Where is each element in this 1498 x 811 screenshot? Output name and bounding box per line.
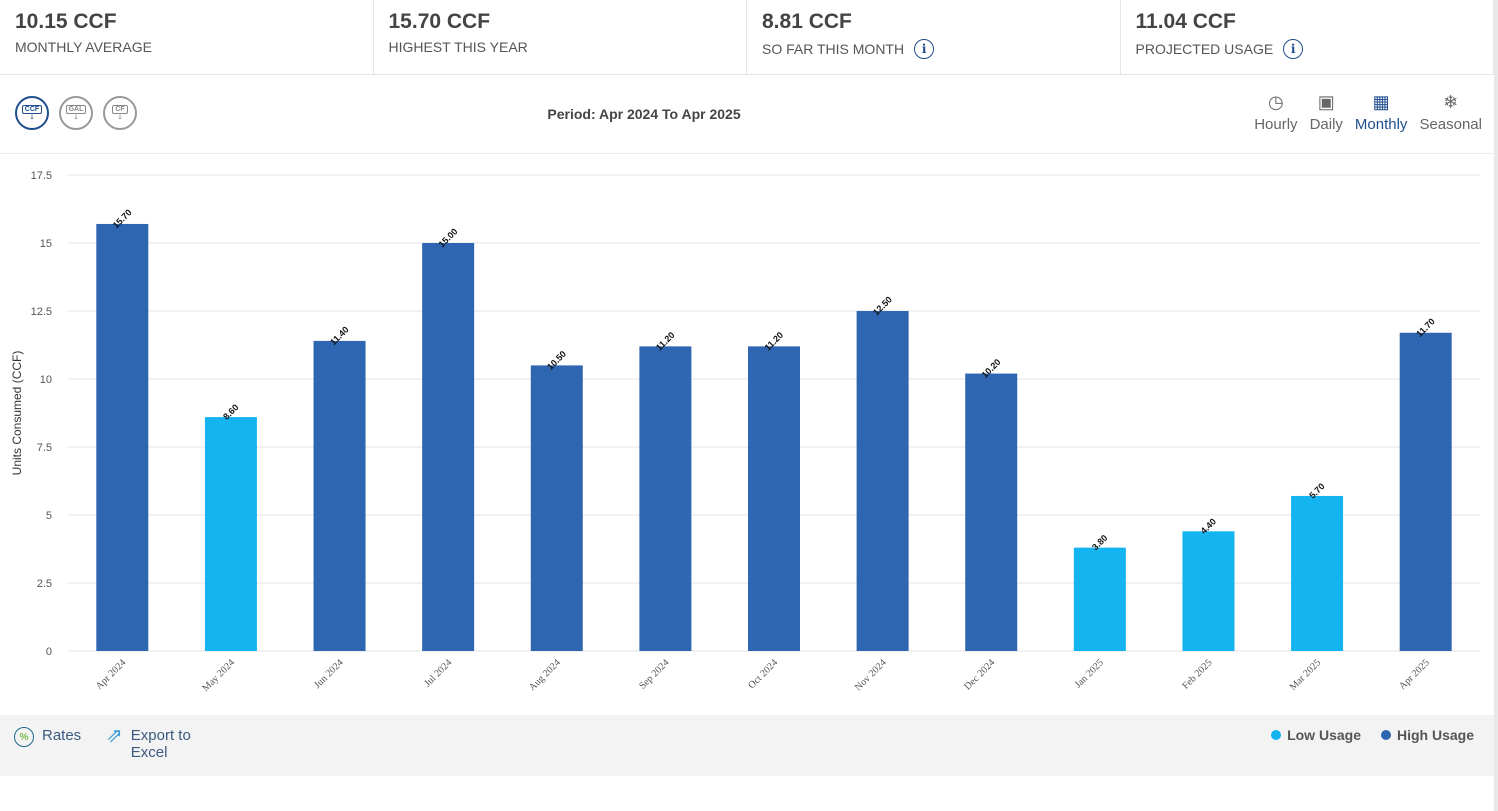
view-hourly[interactable]: ◷ Hourly [1254,92,1297,133]
x-tick-label: Apr 2025 [1397,657,1432,692]
y-tick-label: 5 [46,510,52,522]
summary-stats: 10.15 CCF MONTHLY AVERAGE 15.70 CCF HIGHES… [0,0,1494,75]
y-tick-label: 12.5 [31,306,52,318]
view-seasonal[interactable]: ❄ Seasonal [1419,92,1482,133]
bar[interactable] [1399,332,1452,651]
clock-icon: ◷ [1268,92,1284,112]
x-tick-label: Sep 2024 [637,657,671,691]
legend-high-usage[interactable]: High Usage [1380,727,1474,743]
stat-so-far: 8.81 CCF SO FAR THIS MONTH i [747,0,1121,74]
view-selector: ◷ Hourly ▣ Daily ▦ Monthly ❄ Seasonal [1254,92,1482,133]
view-monthly[interactable]: ▦ Monthly [1355,92,1408,133]
legend-label: High Usage [1396,727,1474,743]
bar[interactable] [856,311,909,651]
legend-marker [1380,730,1391,740]
x-tick-label: Oct 2024 [746,657,780,691]
stat-value: 11.04 CCF [1135,10,1236,33]
bar[interactable] [204,417,257,651]
stat-label: PROJECTED USAGE [1135,41,1274,57]
chart-legend: Low Usage High Usage [1271,727,1474,743]
unit-label: GAL [65,104,87,114]
water-drop-icon: 💧︎ [30,113,34,121]
water-drop-icon: 💧︎ [74,113,78,121]
y-tick-label: 2.5 [37,578,52,590]
x-tick-label: May 2024 [200,657,237,694]
export-icon: ⇗ [106,725,123,747]
bar[interactable] [313,340,366,651]
period-label: Period: Apr 2024 To Apr 2025 [547,106,741,122]
month-calendar-icon: ▦ [1372,92,1390,112]
bar[interactable] [1073,547,1126,651]
bar[interactable] [1182,531,1235,651]
x-tick-label: Apr 2024 [94,657,129,692]
bar[interactable] [422,243,475,651]
legend-marker [1271,730,1282,740]
unit-gal-button[interactable]: GAL 💧︎ [59,96,93,130]
y-tick-label: 7.5 [37,442,52,454]
stat-value: 15.70 CCF [388,10,491,33]
x-tick-label: Jul 2024 [422,657,454,689]
percent-icon: % [14,727,34,747]
unit-cf-button[interactable]: CF 💧︎ [103,96,137,130]
y-tick-label: 0 [46,646,52,658]
water-drop-icon: 💧︎ [118,113,122,121]
bar[interactable] [1291,495,1344,651]
stat-label: SO FAR THIS MONTH [762,41,905,57]
stat-monthly-average: 10.15 CCF MONTHLY AVERAGE [0,0,374,74]
y-axis-title: Units Consumed (CCF) [10,351,24,476]
bar[interactable] [96,223,149,651]
x-tick-label: Jun 2024 [312,657,346,691]
export-label: Export to Excel [130,727,191,761]
legend-low-usage[interactable]: Low Usage [1271,727,1361,743]
stat-label: MONTHLY AVERAGE [15,39,152,55]
x-tick-label: Nov 2024 [853,657,889,693]
usage-bar-chart: 0 2.5 5 7.5 10 12.5 15 17.5 Units Consumed (CCF)… [10,170,1480,694]
x-tick-label: Dec 2024 [962,657,997,692]
bar[interactable] [748,346,800,651]
x-tick-label: Mar 2025 [1288,657,1323,692]
bar[interactable] [530,365,583,651]
day-calendar-icon: ▣ [1317,92,1335,112]
x-tick-label: Jan 2025 [1073,657,1106,690]
x-tick-label: Feb 2025 [1180,657,1214,691]
unit-label: CF [112,104,128,114]
stat-value: 8.81 CCF [762,10,852,33]
info-icon[interactable]: i [1283,39,1304,59]
y-tick-label: 10 [40,374,52,386]
info-icon[interactable]: i [914,39,935,59]
divider [0,153,1494,154]
y-tick-label: 15 [40,238,52,250]
chart-footer: % Rates ⇗ Export to Excel Low Usage High U… [0,715,1494,776]
stat-projected: 11.04 CCF PROJECTED USAGE i [1121,0,1494,74]
scrollbar[interactable] [1494,0,1498,811]
rates-button[interactable]: % Rates [14,727,81,747]
y-tick-label: 17.5 [31,170,52,182]
bar[interactable] [639,346,692,651]
view-label: Seasonal [1419,116,1482,133]
view-daily[interactable]: ▣ Daily [1310,92,1343,133]
rates-label: Rates [42,727,82,744]
x-tick-label: Aug 2024 [527,657,563,693]
stat-highest: 15.70 CCF HIGHEST THIS YEAR [374,0,747,74]
view-label: Daily [1309,116,1343,133]
export-excel-button[interactable]: ⇗ Export to Excel [106,725,203,761]
stat-label: HIGHEST THIS YEAR [388,39,528,55]
unit-label: CCF [21,104,43,114]
unit-selector: CCF 💧︎ GAL 💧︎ CF 💧︎ [15,96,137,130]
bar[interactable] [965,373,1018,651]
stat-value: 10.15 CCF [15,10,117,33]
legend-label: Low Usage [1287,727,1361,743]
view-label: Hourly [1254,116,1298,133]
view-label: Monthly [1354,116,1408,133]
unit-ccf-button[interactable]: CCF 💧︎ [15,96,49,130]
snowflake-icon: ❄ [1443,92,1459,112]
